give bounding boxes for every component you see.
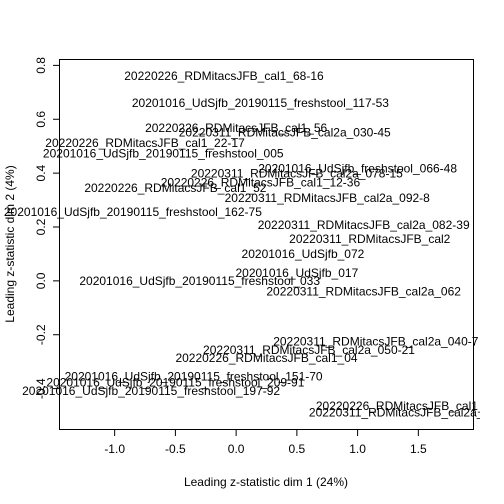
point-label: 20220311_RDMitacsJFB_cal2a_092-8 [225,191,431,205]
point-label: 20201016_UdSjfb_20190115_freshstool_209-… [46,376,304,390]
y-tick-label: -0.2 [34,324,48,345]
point-label: 20201016_UdSjfb_20190115_freshstool_033 [79,274,320,288]
point-label: 20220311_RDMitacsJFB_cal2a_030-45 [179,126,391,140]
point-label: 20201016_UdSjfb_20190115_freshstool_117-… [132,96,389,110]
y-axis-title: Leading z-statistic dim 2 (4%) [3,165,17,322]
point-label: 20220311_RDMitacsJFB_cal2a_062 [266,285,461,299]
point-label: 20201016_UdSjfb_freshstool_066-48 [258,161,457,175]
point-label: 20220311_RDMitacsJFB_cal2 [289,232,451,246]
x-tick-label: -1.0 [104,442,125,456]
point-label: 20201016_UdSjfb_20190115_freshstool_162-… [4,205,262,219]
point-label: 20220311_RDMitacsJFB_cal2a_050-21 [203,343,415,357]
plot-labels-layer: 20220226_RDMitacsJFB_cal1_68-16 20201016_… [4,69,504,419]
point-label: 20220226_RDMitacsJFB_cal1_52 [84,181,266,195]
point-label: 20220226_RDMitacsJFB_cal1_84-3 [316,399,504,413]
point-label: 20220311_RDMitacsJFB_cal2a_040-7 [273,334,479,348]
y-tick-label: 0.6 [34,111,48,128]
point-label: 20220311_RDMitacsJFB_cal2a_078-15 [191,167,403,181]
y-tick-label: 0.0 [34,272,48,289]
point-label: 20201016_UdSjfb_20190115_freshstool_197-… [22,384,280,398]
point-label: 20220311_RDMitacsJFB_cal2a_082-39 [258,218,470,232]
x-tick-label: 1.5 [410,442,427,456]
x-tick-label: 1.0 [349,442,366,456]
point-label: 20220226_RDMitacsJFB_cal1_04 [175,351,357,365]
point-label: 20201016_UdSjfb_017 [235,266,358,280]
y-tick-label: 0.2 [34,218,48,235]
point-label: 20201016_UdSjfb_20190115_freshstool_151-… [65,369,323,383]
point-label: 20201016_UdSjfb_20190115_freshstool_005 [43,146,284,160]
y-tick-label: 0.8 [34,57,48,74]
x-tick-label: 0.5 [289,442,306,456]
x-axis-title: Leading z-statistic dim 1 (24%) [184,475,348,489]
x-tick-label: 0.0 [228,442,245,456]
y-tick-label: -0.4 [34,378,48,399]
point-label: 20201016_UdSjfb_072 [242,247,365,261]
point-label: 20220226_RDMitacsJFB_cal1_12-36 [161,176,361,190]
y-axis: -0.4 -0.2 0.0 0.2 0.4 0.6 0.8 [34,57,60,399]
point-label: 20220226_RDMitacsJFB_cal1_22-17 [45,136,245,150]
x-axis: -1.0 -0.5 0.0 0.5 1.0 1.5 [104,429,427,456]
y-tick-label: 0.4 [34,164,48,181]
x-tick-label: -0.5 [165,442,186,456]
point-label: 20220311_RDMitacsJFB_cal2a_058 [309,405,504,419]
point-label: 20220226_RDMitacsJFB_cal1_68-16 [124,69,324,83]
point-label: 20220226_RDMitacsJFB_cal1_56 [145,121,327,135]
